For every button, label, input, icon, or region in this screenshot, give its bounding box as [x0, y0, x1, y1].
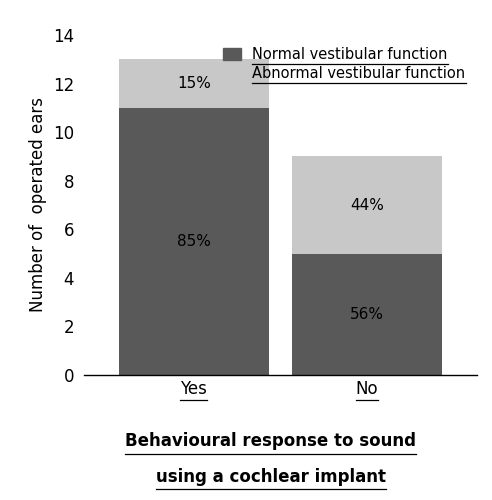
Y-axis label: Number of  operated ears: Number of operated ears — [29, 98, 47, 312]
Text: Behavioural response to sound: Behavioural response to sound — [125, 432, 416, 450]
Bar — [119, 60, 269, 108]
Text: 56%: 56% — [350, 307, 384, 322]
Text: 85%: 85% — [177, 234, 211, 249]
Bar — [292, 254, 442, 375]
Legend: Normal vestibular function, Abnormal vestibular function: Normal vestibular function, Abnormal ves… — [219, 42, 470, 86]
Text: using a cochlear implant: using a cochlear implant — [155, 468, 386, 485]
Bar — [292, 156, 442, 254]
Text: 44%: 44% — [350, 198, 384, 212]
Bar — [119, 108, 269, 375]
Text: 15%: 15% — [177, 76, 211, 91]
